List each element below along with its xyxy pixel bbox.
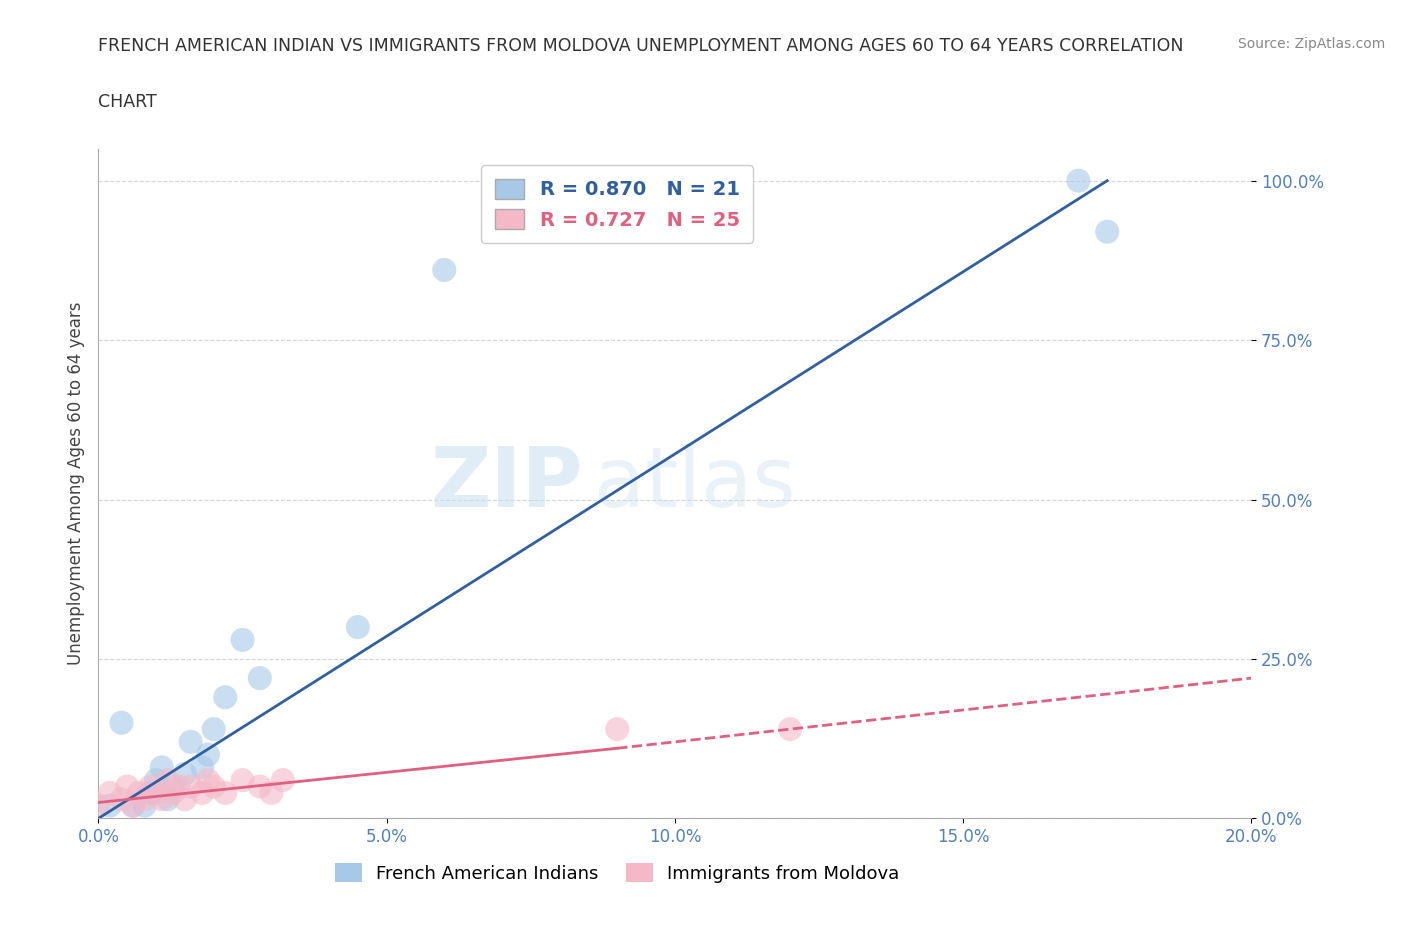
Point [779,722,801,737]
Point [180,735,202,750]
Point [180,779,202,794]
Point [202,722,225,737]
Point [167,779,190,794]
Point [139,779,162,794]
Text: FRENCH AMERICAN INDIAN VS IMMIGRANTS FROM MOLDOVA UNEMPLOYMENT AMONG AGES 60 TO : FRENCH AMERICAN INDIAN VS IMMIGRANTS FRO… [98,37,1184,55]
Text: atlas: atlas [595,443,796,525]
Y-axis label: Unemployment Among Ages 60 to 64 years: Unemployment Among Ages 60 to 64 years [66,302,84,665]
Point [122,798,145,813]
Point [231,632,254,647]
Point [214,786,236,801]
Point [134,798,156,813]
Point [156,791,179,806]
Point [98,786,121,801]
Point [87,798,110,813]
Point [110,791,132,806]
Point [128,786,150,801]
Legend: French American Indians, Immigrants from Moldova: French American Indians, Immigrants from… [328,856,907,890]
Point [1097,224,1119,239]
Point [139,786,162,801]
Point [433,262,456,277]
Point [122,798,145,813]
Point [174,766,197,781]
Point [1067,173,1090,188]
Point [150,791,173,806]
Point [191,786,214,801]
Point [202,779,225,794]
Text: CHART: CHART [98,93,157,111]
Point [150,760,173,775]
Point [98,798,121,813]
Point [191,760,214,775]
Point [346,619,368,634]
Point [162,786,184,801]
Point [145,786,167,801]
Point [162,779,184,794]
Point [214,690,236,705]
Point [249,779,271,794]
Point [606,722,628,737]
Point [271,773,294,788]
Point [110,715,132,730]
Point [231,773,254,788]
Point [197,747,219,762]
Point [174,791,197,806]
Point [260,786,283,801]
Text: ZIP: ZIP [430,443,582,525]
Point [117,779,138,794]
Point [197,773,219,788]
Point [156,773,179,788]
Text: Source: ZipAtlas.com: Source: ZipAtlas.com [1237,37,1385,51]
Point [145,773,167,788]
Point [249,671,271,685]
Point [134,791,156,806]
